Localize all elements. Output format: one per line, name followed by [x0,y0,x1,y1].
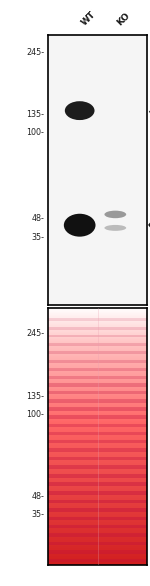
Bar [48,500,147,503]
Bar [48,517,147,520]
Bar [48,491,147,495]
Polygon shape [149,212,150,239]
Bar [48,550,147,554]
Text: KO: KO [115,11,132,27]
Text: WT: WT [80,9,98,27]
Bar [48,360,147,363]
Ellipse shape [64,214,96,237]
Bar [48,482,147,486]
Bar [48,432,147,435]
Bar [48,424,147,427]
Polygon shape [149,98,150,125]
Bar [48,508,147,512]
Bar [48,456,147,461]
Bar [48,559,147,562]
Text: 100-: 100- [26,128,44,137]
Bar [48,533,147,537]
Bar [48,407,147,411]
Bar [48,335,147,338]
Bar [48,318,147,321]
Ellipse shape [104,210,126,218]
Bar [48,474,147,478]
Text: 245-: 245- [26,48,44,57]
Bar [48,399,147,403]
Bar [48,368,147,371]
Text: 135-: 135- [26,110,44,119]
Ellipse shape [104,225,126,231]
Bar [48,440,147,444]
Bar [48,415,147,419]
Bar [48,542,147,545]
Bar [48,525,147,529]
Text: 135-: 135- [26,392,44,401]
Bar [48,343,147,346]
Bar [48,383,147,387]
Text: 48-: 48- [31,214,44,223]
Bar [48,376,147,379]
Bar [48,327,147,329]
Ellipse shape [65,101,94,120]
Text: 35-: 35- [31,510,44,519]
Text: 35-: 35- [31,233,44,243]
Bar [48,391,147,394]
Bar [48,448,147,452]
Bar [48,465,147,469]
Bar [48,351,147,355]
Text: 245-: 245- [26,329,44,338]
Text: 100-: 100- [26,410,44,419]
Text: 48-: 48- [31,492,44,501]
